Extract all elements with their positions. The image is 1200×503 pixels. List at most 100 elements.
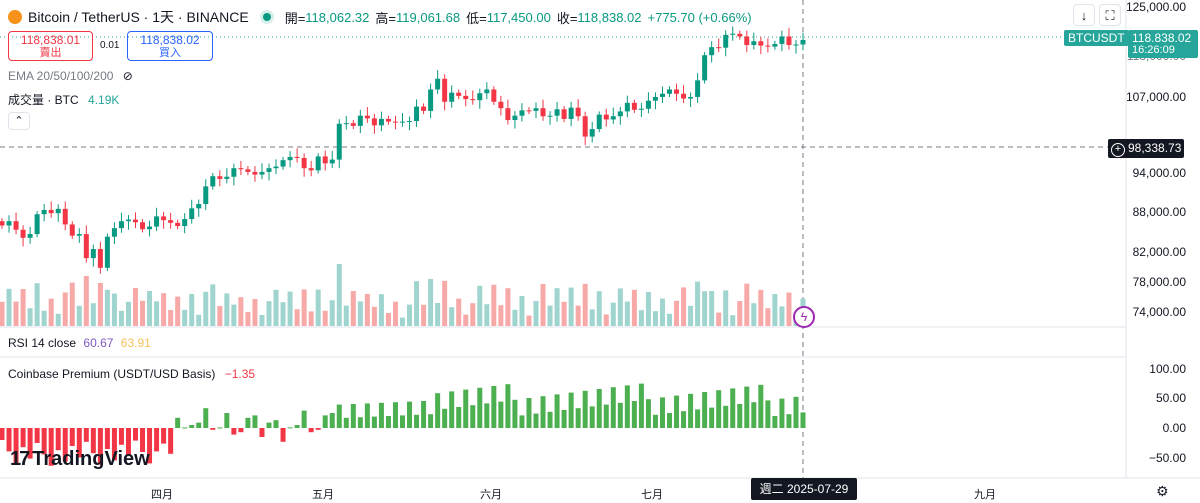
premium-bar — [512, 399, 518, 428]
premium-bar — [638, 383, 644, 428]
candle-body — [259, 171, 265, 175]
premium-bar — [772, 416, 778, 428]
volume-bar — [582, 283, 588, 326]
volume-bar — [561, 301, 567, 326]
tradingview-logo[interactable]: 17 TradingView — [10, 448, 150, 471]
volume-bar — [196, 314, 202, 326]
premium-bar — [624, 385, 630, 428]
volume-bar — [20, 289, 26, 326]
candle-body — [385, 118, 391, 122]
premium-bar — [315, 428, 321, 430]
volume-bar — [456, 298, 462, 326]
candle-body — [758, 41, 764, 46]
premium-bar — [217, 427, 223, 429]
crosshair-plus-icon[interactable]: + — [1111, 143, 1125, 157]
volume-bar — [751, 303, 757, 326]
symbol-title[interactable]: Bitcoin / TetherUS · 1天 · BINANCE — [28, 9, 249, 25]
premium-bar — [20, 428, 26, 448]
volume-bar — [322, 310, 328, 326]
volume-bar — [554, 288, 560, 326]
rsi-value-1: 60.67 — [83, 336, 114, 350]
lightning-icon[interactable]: ϟ — [793, 306, 815, 328]
candle-body — [48, 209, 54, 214]
candle-body — [737, 33, 743, 37]
volume-bar — [765, 308, 771, 326]
chevron-up-icon[interactable]: ⌃ — [8, 112, 30, 130]
open-value: 118,062.32 — [305, 9, 370, 25]
premium-bar — [737, 404, 743, 428]
premium-bar — [463, 389, 469, 428]
volume-bar — [695, 281, 701, 326]
sell-button[interactable]: 118,838.01 賣出 — [8, 31, 93, 61]
ema-label-text: EMA 20/50/100/200 — [8, 69, 114, 83]
candle-body — [231, 168, 237, 177]
premium-bar — [498, 401, 504, 428]
premium-axis-label: 0.00 — [1162, 421, 1186, 435]
volume-bar — [645, 292, 651, 326]
volume-bar — [62, 292, 68, 326]
candle-body — [336, 123, 342, 160]
candle-body — [645, 100, 651, 109]
volume-bar — [48, 298, 54, 326]
premium-bar — [547, 411, 553, 428]
premium-bar — [259, 428, 265, 437]
eye-off-icon[interactable]: ⊘ — [122, 69, 133, 83]
volume-bar — [168, 310, 174, 326]
premium-bar — [540, 396, 546, 428]
volume-bar — [308, 311, 314, 326]
premium-bar — [322, 415, 328, 428]
premium-axis-label: −50.00 — [1148, 451, 1186, 465]
premium-bar — [357, 417, 363, 428]
volume-bar — [140, 300, 146, 326]
volume-bar — [568, 287, 574, 326]
btc-symbol-icon — [8, 10, 22, 24]
download-icon[interactable]: ↓ — [1073, 4, 1095, 26]
volume-bar — [266, 301, 272, 326]
rsi-indicator-label[interactable]: RSI 14 close 60.67 63.91 — [8, 336, 151, 350]
volume-bar — [147, 291, 153, 326]
volume-bar — [238, 297, 244, 326]
candle-body — [322, 156, 328, 164]
premium-bar — [575, 408, 581, 428]
candle-body — [582, 116, 588, 137]
volume-bar — [6, 288, 12, 326]
premium-bar — [610, 387, 616, 428]
candle-body — [329, 159, 335, 164]
premium-bar — [90, 428, 96, 454]
volume-indicator-label[interactable]: 成交量 · BTC 4.19K — [8, 91, 119, 108]
candle-body — [13, 221, 19, 230]
volume-bar — [364, 294, 370, 326]
premium-bar — [800, 412, 806, 428]
candle-body — [217, 176, 223, 179]
volume-bar — [0, 301, 5, 326]
candle-body — [76, 234, 82, 236]
premium-bar — [182, 427, 188, 429]
volume-bar — [301, 289, 307, 326]
buy-button[interactable]: 118,838.02 買入 — [127, 31, 213, 61]
volume-bar — [779, 306, 785, 326]
settings-icon[interactable]: ⚙ — [1156, 483, 1169, 499]
candle-body — [210, 176, 216, 187]
volume-bar — [575, 305, 581, 326]
volume-bar — [674, 300, 680, 326]
buy-price: 118,838.02 — [140, 33, 200, 47]
premium-bar — [659, 397, 665, 428]
volume-bar — [407, 304, 413, 326]
volume-bar — [463, 314, 469, 326]
candle-body — [702, 55, 708, 81]
volume-bar — [659, 298, 665, 326]
premium-bar — [231, 428, 237, 435]
premium-bar — [280, 428, 286, 442]
candle-body — [97, 249, 103, 268]
premium-bar — [744, 386, 750, 428]
premium-indicator-label[interactable]: Coinbase Premium (USDT/USD Basis) −1.35 — [8, 367, 255, 381]
ema-indicator-label[interactable]: EMA 20/50/100/200 ⊘ — [8, 69, 133, 83]
price-axis-label: 78,000.00 — [1132, 275, 1186, 289]
premium-bar — [196, 422, 202, 428]
volume-bar — [709, 291, 715, 326]
fullscreen-icon[interactable]: ⛶ — [1099, 4, 1121, 26]
premium-bar — [118, 428, 124, 445]
candle-body — [6, 221, 12, 226]
logo-text: TradingView — [32, 448, 150, 470]
